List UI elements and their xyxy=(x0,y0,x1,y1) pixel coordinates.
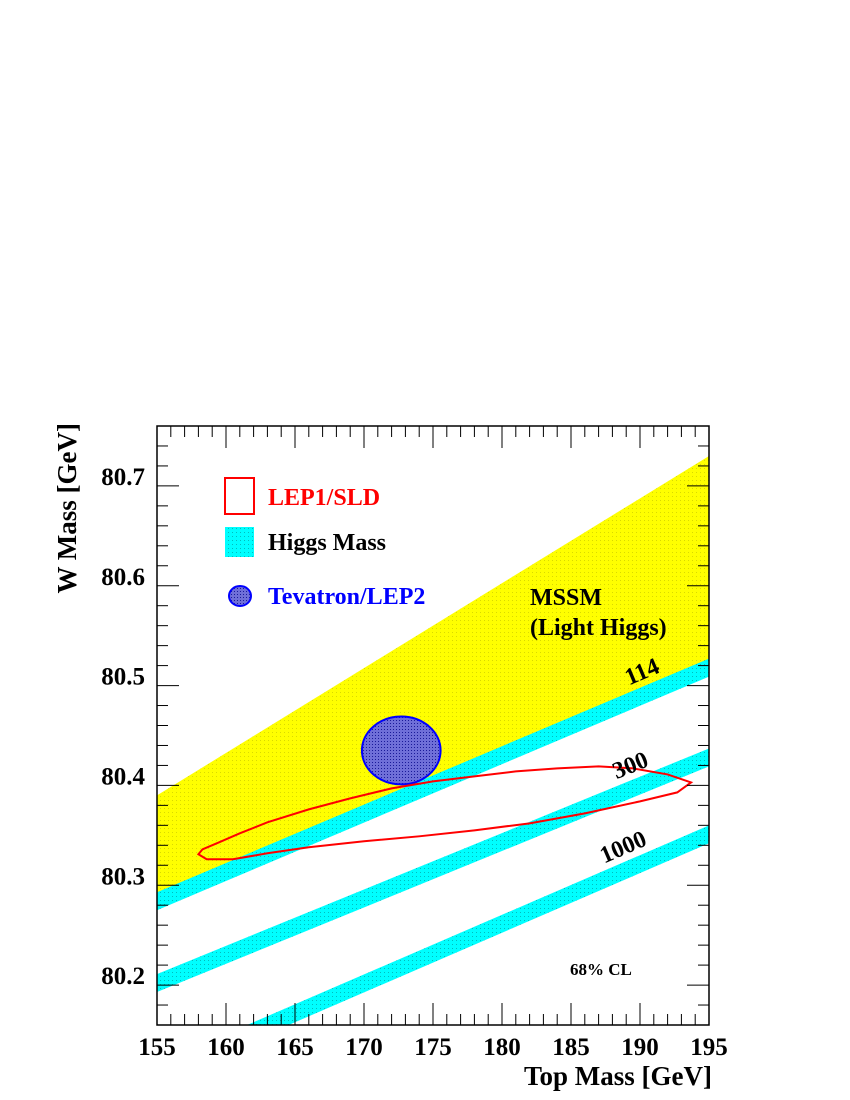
x-tick-label: 180 xyxy=(483,1034,521,1061)
y-axis-title: W Mass [GeV] xyxy=(52,423,82,593)
x-tick-label: 185 xyxy=(552,1034,590,1061)
mssm-region-sublabel: (Light Higgs) xyxy=(530,615,667,641)
higgs-band-300 xyxy=(157,748,709,993)
mssm-region-label: MSSM xyxy=(530,585,602,611)
higgs-band-1000 xyxy=(247,825,709,1025)
y-tick-label: 80.2 xyxy=(101,963,145,990)
plot-area xyxy=(157,455,709,1025)
x-tick-label: 175 xyxy=(414,1034,452,1061)
mssm-region xyxy=(157,455,709,896)
higgs-band-114 xyxy=(157,658,709,911)
mssm-region-layer xyxy=(157,455,709,896)
x-tick-label: 155 xyxy=(138,1034,176,1061)
x-tick-label: 170 xyxy=(345,1034,383,1061)
x-tick-label: 165 xyxy=(276,1034,314,1061)
lep1-sld-contour xyxy=(196,765,694,861)
legend-label-lep1-sld: LEP1/SLD xyxy=(268,485,380,511)
legend-label-tevatron-lep2: Tevatron/LEP2 xyxy=(268,584,425,610)
y-tick-label: 80.5 xyxy=(101,664,145,691)
x-tick-label: 195 xyxy=(690,1034,728,1061)
x-tick-label: 190 xyxy=(621,1034,659,1061)
x-axis-title: Top Mass [GeV] xyxy=(524,1061,712,1091)
y-tick-label: 80.4 xyxy=(101,763,145,790)
axis-ticks xyxy=(156,425,710,1026)
tevatron-ellipse-layer xyxy=(360,715,442,786)
legend-swatch-higgs-mass xyxy=(225,527,254,557)
legend-swatch-lep1-sld xyxy=(224,477,255,515)
y-tick-label: 80.3 xyxy=(101,863,145,890)
y-tick-label: 80.6 xyxy=(101,564,145,591)
tevatron-lep2-ellipse xyxy=(360,715,442,786)
confidence-level-note: 68% CL xyxy=(570,960,632,979)
legend: LEP1/SLD Higgs Mass Tevatron/LEP2 xyxy=(224,477,425,610)
x-tick-label: 160 xyxy=(207,1034,245,1061)
axis-tick-labels: 155 160 165 170 175 180 185 190 195 80.2 80.3 80.4 8… xyxy=(101,464,728,1061)
legend-label-higgs-mass: Higgs Mass xyxy=(268,530,386,556)
higgs-band-layer xyxy=(157,658,709,1025)
legend-swatch-tevatron-lep2 xyxy=(228,585,252,607)
y-tick-label: 80.7 xyxy=(101,464,145,491)
lep1-contour-layer xyxy=(196,765,694,861)
